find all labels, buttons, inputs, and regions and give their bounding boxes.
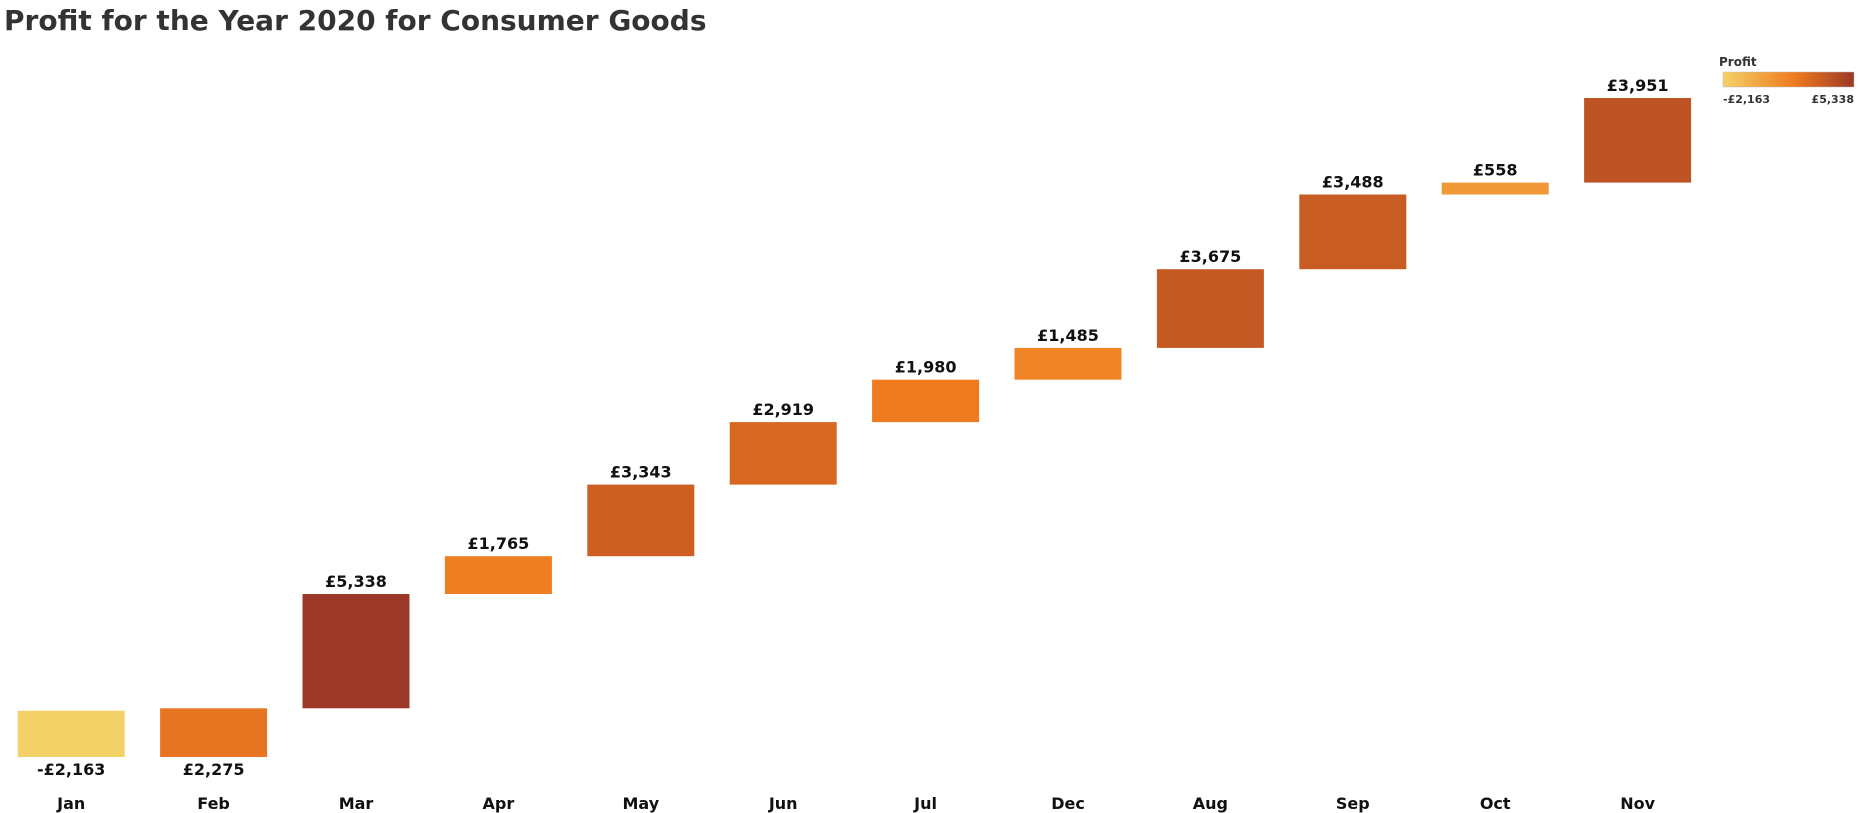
- bar-label-nov: £3,951: [1607, 76, 1669, 95]
- x-tick-dec: Dec: [1051, 794, 1085, 813]
- bar-label-oct: £558: [1473, 161, 1518, 180]
- bar-dec: [1014, 347, 1122, 380]
- bar-label-aug: £3,675: [1180, 247, 1242, 266]
- legend-max-label: £5,338: [1812, 93, 1854, 106]
- bar-may: [587, 484, 695, 557]
- x-tick-mar: Mar: [339, 794, 374, 813]
- bar-label-dec: £1,485: [1037, 326, 1099, 345]
- x-tick-may: May: [622, 794, 659, 813]
- bar-oct: [1441, 182, 1549, 195]
- bar-label-jun: £2,919: [752, 400, 814, 419]
- bar-labels-group: -£2,163 £2,275 £5,338 £1,765 £3,343 £2,919 £1,…: [37, 76, 1668, 779]
- bar-sep: [1299, 194, 1407, 270]
- bar-label-apr: £1,765: [468, 534, 530, 553]
- bar-nov: [1584, 98, 1692, 183]
- x-axis-tick-labels: Jan Feb Mar Apr May Jun Jul Dec Aug Sep Oct Nov: [56, 794, 1655, 813]
- bar-label-jan: -£2,163: [37, 760, 105, 779]
- bar-label-mar: £5,338: [325, 572, 387, 591]
- bar-jun: [729, 422, 837, 485]
- x-tick-nov: Nov: [1620, 794, 1655, 813]
- x-tick-jan: Jan: [56, 794, 85, 813]
- chart-title: Profit for the Year 2020 for Consumer Go…: [4, 4, 707, 37]
- x-tick-oct: Oct: [1480, 794, 1511, 813]
- legend-gradient-bar: [1722, 71, 1855, 88]
- x-tick-feb: Feb: [197, 794, 230, 813]
- bar-aug: [1156, 269, 1264, 348]
- bar-label-jul: £1,980: [895, 358, 957, 377]
- bar-apr: [444, 556, 552, 594]
- bar-feb: [160, 708, 268, 757]
- bar-label-feb: £2,275: [183, 760, 245, 779]
- bar-label-may: £3,343: [610, 463, 672, 482]
- bar-mar: [302, 594, 410, 709]
- x-tick-sep: Sep: [1336, 794, 1370, 813]
- x-tick-jul: Jul: [913, 794, 937, 813]
- bar-label-sep: £3,488: [1322, 173, 1384, 192]
- x-tick-aug: Aug: [1193, 794, 1228, 813]
- legend-min-label: -£2,163: [1723, 93, 1770, 106]
- bar-jan: [17, 710, 125, 757]
- x-tick-apr: Apr: [483, 794, 515, 813]
- color-legend: Profit -£2,163 £5,338: [1719, 55, 1855, 106]
- legend-title: Profit: [1719, 55, 1757, 69]
- x-tick-jun: Jun: [768, 794, 798, 813]
- bars-group: [17, 98, 1692, 757]
- bar-jul: [872, 379, 980, 423]
